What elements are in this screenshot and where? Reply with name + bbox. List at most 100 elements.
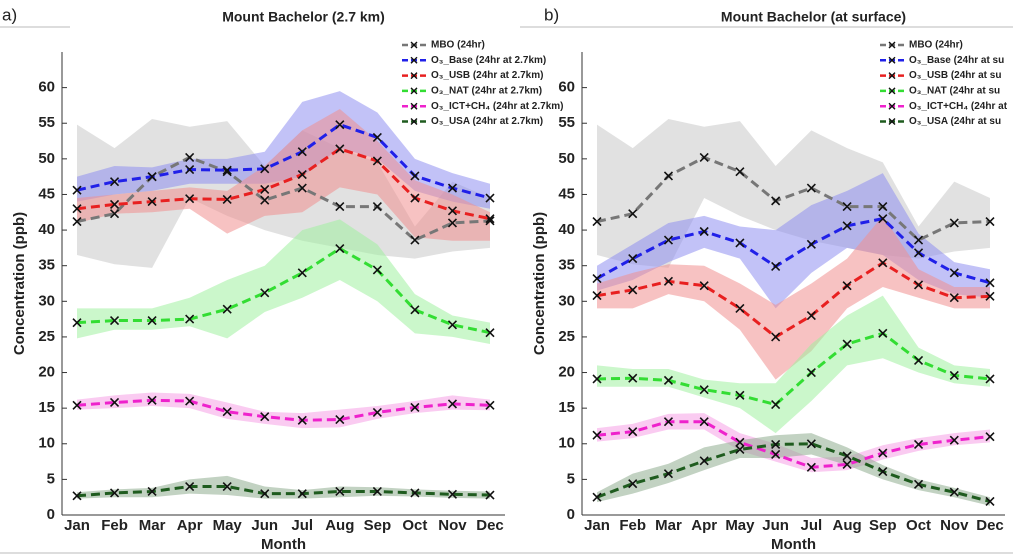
marker (147, 197, 157, 207)
band (77, 108, 490, 241)
y-tick-label: 50 (38, 150, 55, 167)
marker (485, 328, 495, 338)
x-tick-label: Oct (402, 517, 427, 534)
marker (335, 486, 345, 497)
marker (185, 396, 195, 406)
marker (372, 407, 382, 417)
marker (949, 293, 959, 303)
series-line (76, 155, 491, 242)
marker (109, 488, 120, 498)
marker (447, 183, 458, 193)
marker (372, 132, 382, 143)
y-tick-label: 10 (558, 435, 575, 452)
marker (147, 315, 157, 326)
y-tick-label: 25 (38, 328, 55, 345)
legend-marker (888, 87, 896, 95)
series-line (596, 261, 991, 339)
marker (663, 469, 674, 479)
series-line (596, 155, 991, 242)
x-tick-label: Jan (584, 517, 610, 534)
marker (592, 492, 602, 502)
marker (771, 332, 781, 342)
series-line (596, 420, 991, 469)
y-tick-label: 40 (558, 221, 575, 238)
marker (72, 400, 82, 410)
marker (699, 226, 709, 237)
y-tick-label: 5 (47, 470, 55, 487)
panel-label: a) (2, 5, 17, 24)
marker (699, 456, 709, 466)
marker (447, 206, 458, 216)
marker (410, 193, 420, 203)
marker (592, 374, 602, 384)
marker (147, 395, 157, 405)
marker (628, 254, 638, 264)
marker (410, 171, 420, 181)
marker (735, 303, 745, 313)
marker (447, 320, 458, 330)
marker (806, 239, 816, 249)
legend-marker (410, 87, 418, 95)
x-tick-label: Jul (801, 517, 823, 534)
band (77, 392, 490, 429)
marker (72, 318, 82, 328)
y-tick-label: 55 (558, 114, 575, 131)
marker (447, 399, 458, 409)
marker (372, 265, 382, 275)
marker (806, 367, 816, 378)
marker (663, 375, 674, 385)
marker (949, 487, 959, 497)
marker (985, 291, 995, 301)
marker (485, 490, 495, 500)
marker (297, 169, 307, 180)
marker (878, 466, 888, 477)
legend-marker (410, 41, 418, 49)
marker (260, 164, 270, 174)
y-tick-label: 60 (38, 79, 55, 96)
marker (699, 385, 709, 395)
legend-marker (888, 102, 896, 110)
y-tick-label: 20 (558, 364, 575, 381)
x-tick-label: Nov (940, 517, 969, 534)
marker (72, 204, 82, 214)
marker (260, 489, 270, 499)
x-tick-label: Feb (619, 517, 646, 534)
x-tick-label: Jul (291, 517, 313, 534)
marker (260, 412, 270, 422)
marker (913, 248, 924, 258)
y-axis-label: Concentration (ppb) (11, 212, 28, 355)
marker (842, 202, 852, 212)
marker (806, 439, 816, 449)
marker (410, 235, 420, 245)
marker (222, 481, 232, 492)
marker (985, 432, 995, 442)
x-tick-label: Oct (906, 517, 931, 534)
marker (410, 488, 420, 498)
marker (372, 202, 382, 212)
x-tick-label: Jan (64, 517, 90, 534)
legend-marker (410, 72, 418, 80)
series-line (596, 442, 991, 503)
x-tick-label: Mar (139, 517, 166, 534)
marker (109, 209, 120, 219)
marker (771, 261, 781, 271)
marker (771, 196, 781, 206)
x-tick-label: Jun (762, 517, 789, 534)
legend-label: O₃_ICT+CH₄ (24hr at (909, 101, 1008, 112)
marker (949, 218, 959, 228)
marker (372, 486, 382, 497)
y-axis-label: Concentration (ppb) (531, 212, 548, 355)
marker (485, 214, 495, 224)
x-tick-label: Mar (655, 517, 682, 534)
marker (72, 216, 82, 227)
marker (297, 268, 307, 278)
marker (185, 481, 195, 492)
legend-label: O₃_Base (24hr at su (909, 55, 1004, 66)
x-tick-label: May (213, 517, 243, 534)
marker (878, 214, 888, 224)
marker (592, 430, 602, 440)
marker (913, 439, 924, 450)
band (597, 215, 990, 380)
marker (628, 285, 638, 295)
y-tick-label: 25 (558, 328, 575, 345)
